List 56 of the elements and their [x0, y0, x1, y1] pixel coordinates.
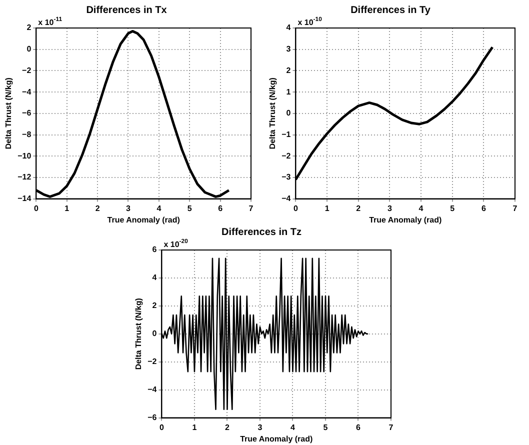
- x-tick-label: 6: [356, 422, 362, 432]
- x-tick-label: 6: [218, 204, 224, 213]
- x-tick-label: 1: [192, 422, 198, 432]
- y-tick-label: 0: [286, 108, 292, 118]
- x-tick-label: 2: [356, 204, 362, 213]
- x-axis-title: True Anomaly (rad): [240, 434, 313, 444]
- y-tick-label: −8: [22, 130, 32, 139]
- x-tick-label: 2: [95, 204, 100, 213]
- y-axis-title: Delta Thrust (N/kg): [4, 77, 14, 150]
- y-tick-label: −2: [282, 151, 292, 160]
- x-tick-label: 2: [225, 422, 230, 432]
- y-tick-label: 0: [152, 329, 158, 338]
- chart-title: Differences in Tz: [221, 226, 302, 238]
- y-tick-label: −1: [282, 130, 292, 139]
- y-tick-label: 4: [286, 23, 292, 32]
- y-tick-label: 6: [152, 245, 158, 254]
- y-tick-label: 4: [152, 273, 158, 282]
- x-tick-label: 3: [126, 204, 132, 213]
- chart-title: Differences in Tx: [86, 4, 168, 16]
- x-tick-label: 7: [248, 204, 254, 213]
- y-tick-label: −4: [148, 385, 158, 394]
- x-tick-label: 1: [64, 204, 70, 213]
- x-tick-label: 4: [418, 204, 424, 213]
- y-tick-label: 3: [286, 44, 292, 54]
- x-tick-label: 0: [34, 204, 39, 213]
- x-tick-label: 3: [258, 422, 263, 432]
- x-tick-label: 1: [324, 204, 330, 213]
- y-tick-label: −4: [282, 194, 292, 204]
- y-axis-title: Delta Thrust (N/kg): [134, 298, 144, 370]
- y-tick-label: 1: [286, 87, 292, 96]
- x-tick-label: 0: [159, 422, 164, 432]
- y-tick-label: −4: [22, 87, 32, 96]
- x-axis-title: True Anomaly (rad): [107, 215, 180, 224]
- y-tick-label: −3: [282, 172, 292, 182]
- y-tick-label: −12: [18, 172, 32, 182]
- x-axis-title: True Anomaly (rad): [369, 215, 442, 224]
- y-tick-label: −6: [22, 108, 32, 118]
- x-tick-label: 6: [481, 204, 486, 213]
- x-tick-label: 3: [387, 204, 392, 213]
- y-tick-label: 2: [286, 66, 292, 75]
- x-tick-label: 5: [450, 204, 456, 213]
- x-tick-label: 7: [512, 204, 518, 213]
- y-axis-title: Delta Thrust (N/kg): [268, 77, 278, 150]
- y-tick-label: 0: [26, 44, 32, 54]
- y-tick-label: 2: [26, 23, 32, 32]
- x-tick-label: 5: [187, 204, 192, 213]
- y-tick-label: −10: [18, 151, 32, 160]
- y-tick-label: 2: [152, 301, 158, 310]
- y-tick-label: −2: [22, 66, 32, 75]
- x-tick-label: 0: [293, 204, 298, 213]
- y-tick-label: −14: [18, 194, 32, 204]
- chart-title: Differences in Ty: [350, 4, 431, 16]
- x-tick-label: 5: [323, 422, 328, 432]
- y-tick-label: −6: [148, 413, 158, 422]
- x-tick-label: 7: [388, 422, 394, 432]
- y-tick-label: −2: [148, 357, 158, 366]
